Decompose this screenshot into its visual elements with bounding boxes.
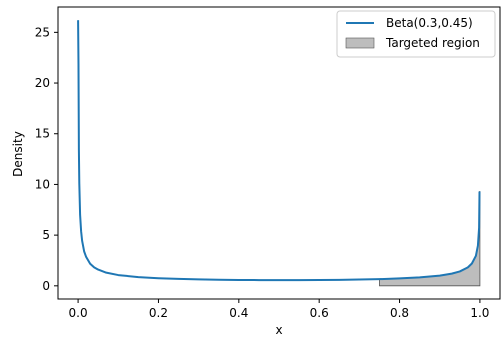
x-tick-label: 0.6 [310,306,329,320]
y-tick-label: 25 [35,25,50,39]
targeted-region [379,191,481,287]
x-tick-label: 0.8 [390,306,409,320]
x-tick-label: 1.0 [470,306,489,320]
x-tick-label: 0.4 [229,306,248,320]
plot-area [77,20,481,287]
legend: Beta(0.3,0.45) Targeted region [336,10,496,58]
y-tick-label: 0 [42,279,50,293]
y-tick-label: 20 [35,76,50,90]
y-tick-label: 15 [35,127,50,141]
legend-label-region: Targeted region [385,36,480,50]
legend-label-beta: Beta(0.3,0.45) [386,16,473,30]
axes: 0.0 0.2 0.4 0.6 0.8 1.0 0 5 10 15 20 25 [35,6,501,320]
y-tick-label: 5 [42,228,50,242]
x-tick-label: 0.0 [69,306,88,320]
beta-density-line [77,20,481,282]
legend-region-swatch [345,37,375,49]
y-tick-label: 10 [35,177,50,191]
axes-frame [57,6,501,300]
x-axis-label: x [275,323,282,337]
x-tick-label: 0.2 [149,306,168,320]
legend-frame [336,10,496,58]
y-axis-label: Density [11,131,25,177]
